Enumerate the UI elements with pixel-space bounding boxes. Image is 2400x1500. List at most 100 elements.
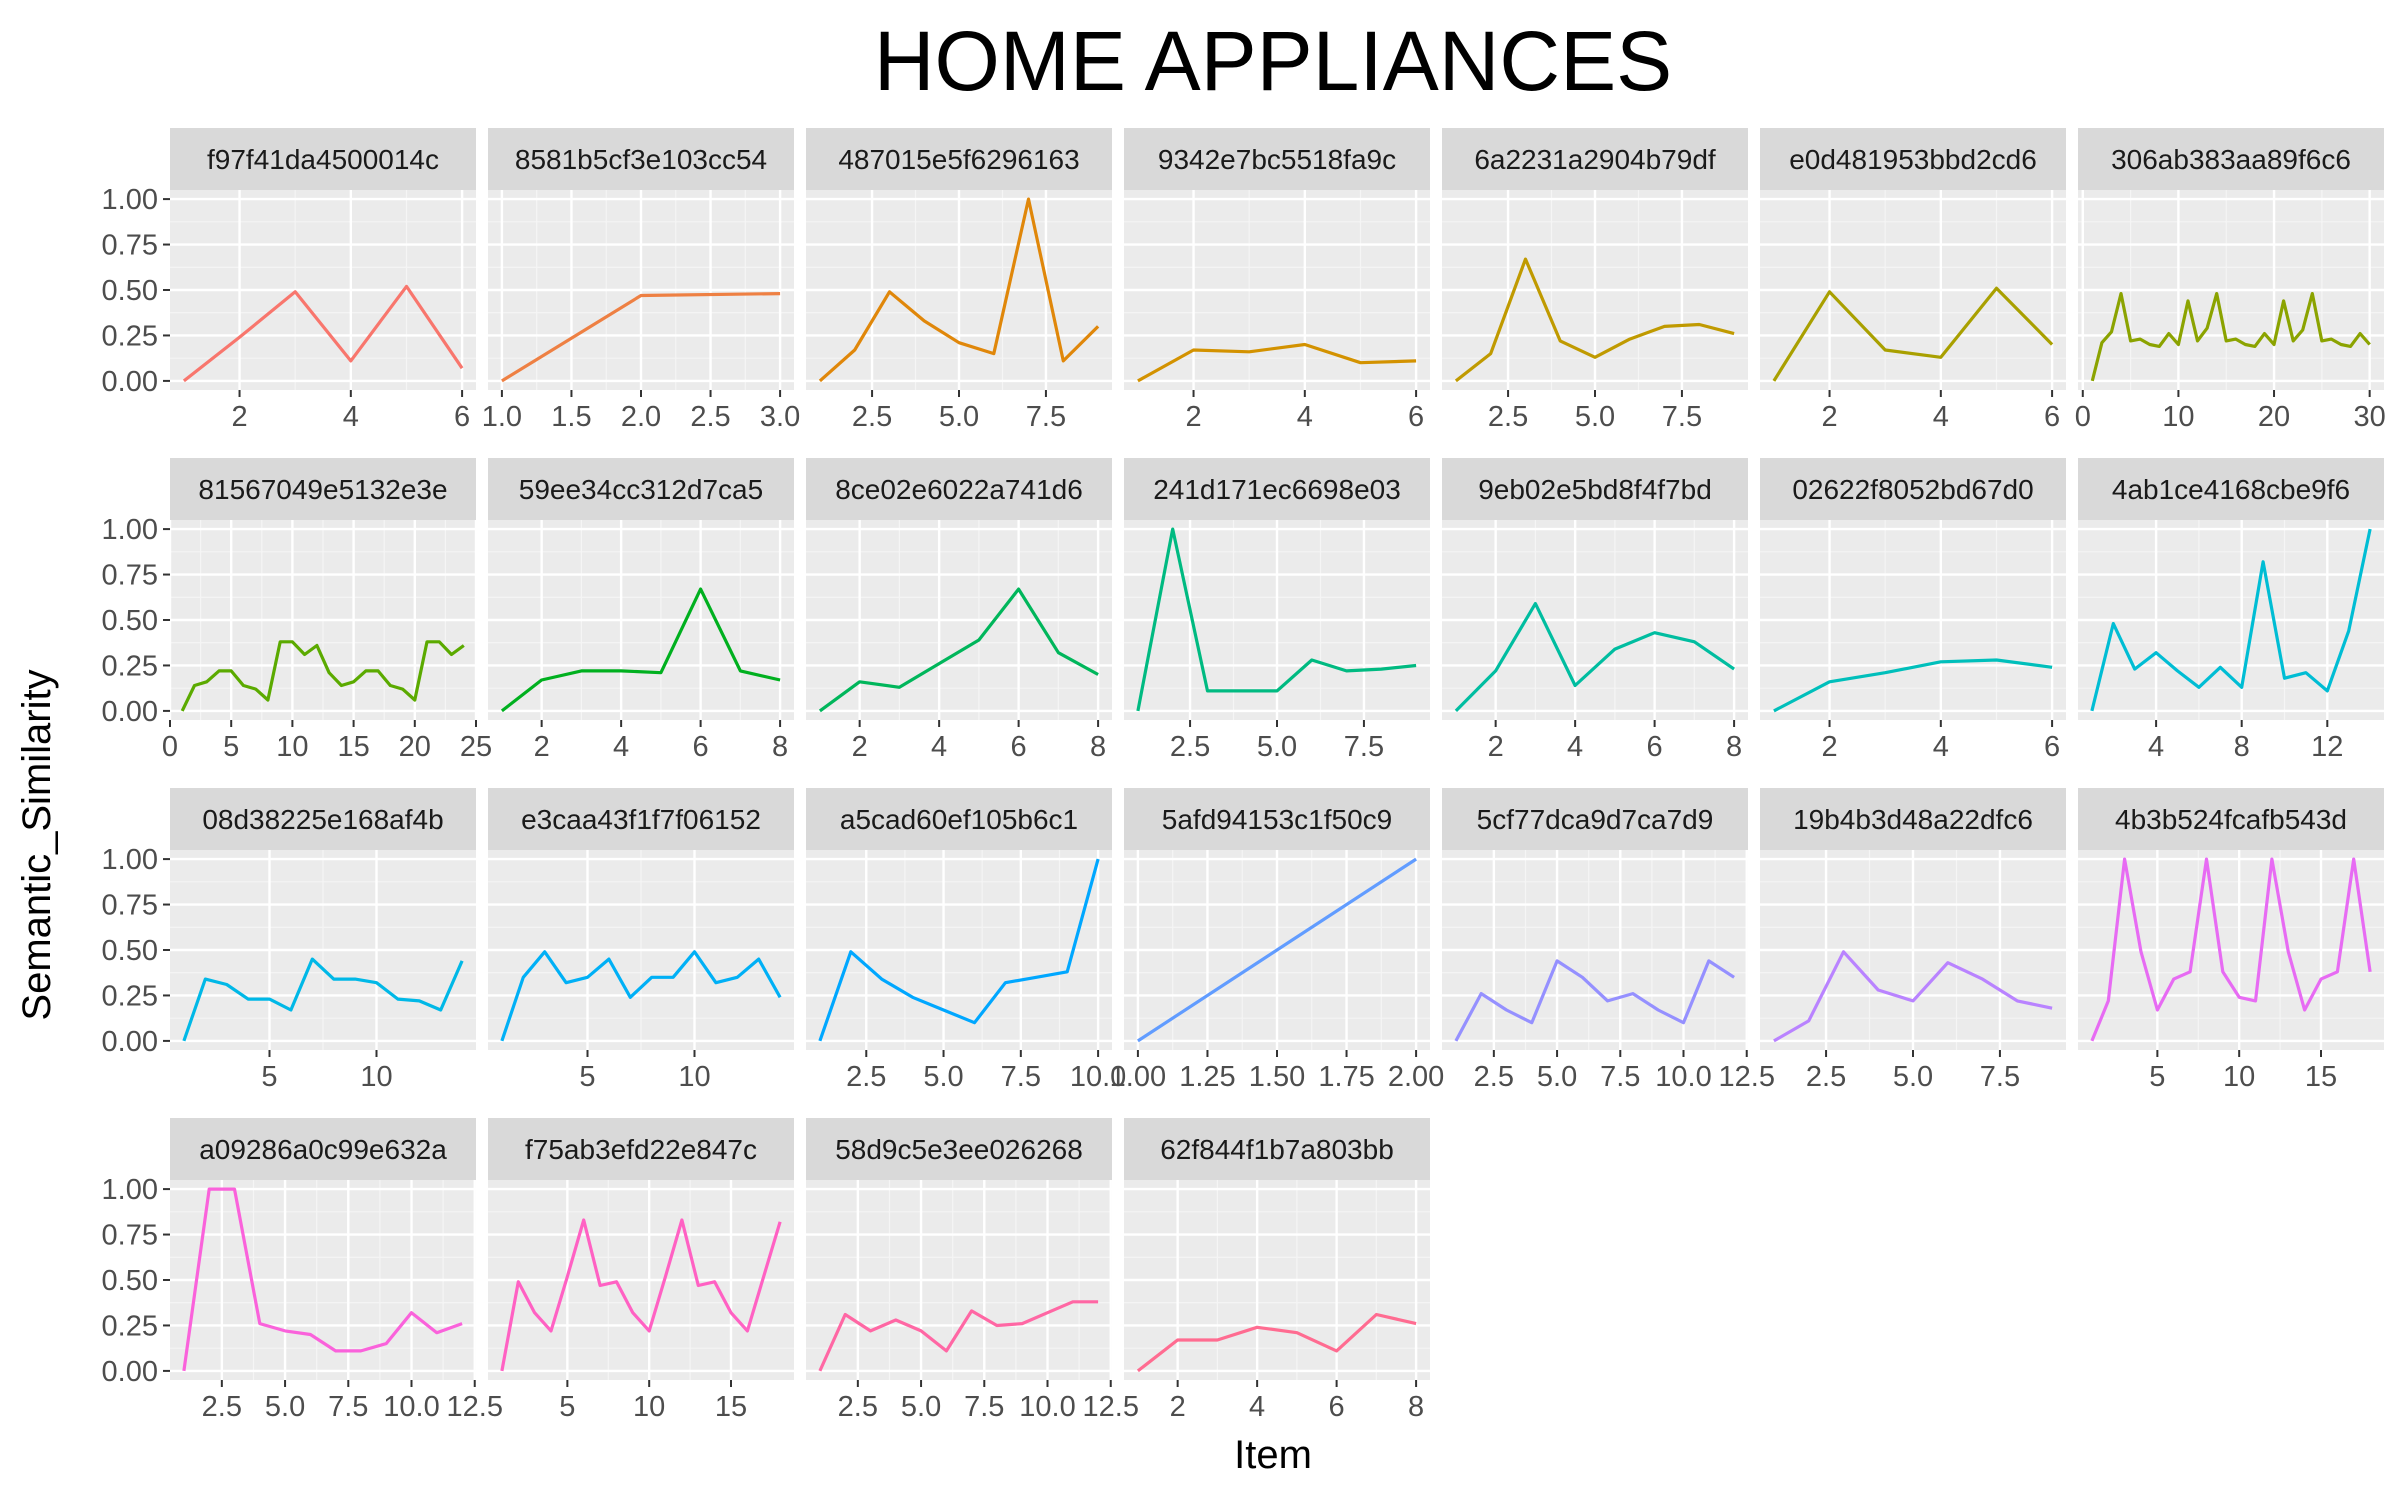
x-tick-label: 4 (343, 401, 359, 433)
x-tick-label: 2 (1488, 731, 1504, 763)
x-tick-label: 6 (2044, 401, 2060, 433)
x-tick-label: 2.5 (1170, 731, 1210, 763)
x-tick-label: 2 (534, 731, 550, 763)
x-tick-label: 2 (1821, 401, 1837, 433)
x-tick-label: 6 (2044, 731, 2060, 763)
facet-panel: 5afd94153c1f50c9 1.00 1.25 1.50 1.75 2.00 (1110, 788, 1444, 1093)
x-tick-label: 30 (2354, 401, 2386, 433)
x-tick-label: 10.0 (1655, 1061, 1711, 1093)
facet-strip-label: 5afd94153c1f50c9 (1162, 804, 1392, 835)
facet-strip-label: 02622f8052bd67d0 (1792, 474, 2033, 505)
x-tick-label: 10 (633, 1391, 665, 1423)
x-tick-label: 8 (1408, 1391, 1424, 1423)
x-tick-label: 10 (2162, 401, 2194, 433)
facet-panel: 487015e5f6296163 2.5 5.0 7.5 (806, 128, 1112, 433)
x-tick-label: 10 (360, 1061, 392, 1093)
series-line (1136, 1312, 1417, 1373)
x-tick-label: 1.00 (1110, 1061, 1166, 1093)
facet-strip-label: 241d171ec6698e03 (1153, 474, 1401, 505)
series-line (1137, 857, 1417, 1043)
facet-strip-label: a09286a0c99e632a (199, 1134, 447, 1165)
x-tick-label: 4 (1297, 401, 1313, 433)
facet-panel: 241d171ec6698e03 2.5 5.0 7.5 (1124, 458, 1430, 763)
facet-panel: 81567049e5132e3e 0 5 10 15 20 25 0.00 0.25 0.50 0.… (102, 458, 492, 763)
x-tick-label: 2 (1185, 401, 1201, 433)
x-tick-label: 10 (678, 1061, 710, 1093)
x-tick-label: 10.0 (1070, 1061, 1126, 1093)
facet-strip (806, 1118, 1112, 1180)
facet-strip-label: 9342e7bc5518fa9c (1158, 144, 1396, 175)
series-line (1772, 286, 2054, 382)
x-tick-label: 15 (337, 731, 369, 763)
x-tick-label: 10.0 (383, 1391, 439, 1423)
facet-panel: 58d9c5e3ee026268 2.5 5.0 7.5 10.0 12.5 (806, 1118, 1139, 1423)
x-tick-label: 6 (1011, 731, 1027, 763)
facet-panel: 19b4b3d48a22dfc6 2.5 5.0 7.5 (1760, 788, 2066, 1093)
x-tick-label: 6 (693, 731, 709, 763)
facet-panel: 59ee34cc312d7ca5 2 4 6 8 (488, 458, 794, 763)
facet-panel: e0d481953bbd2cd6 2 4 6 (1760, 128, 2066, 433)
facet-strip (170, 1118, 476, 1180)
x-tick-label: 1.50 (1249, 1061, 1305, 1093)
y-tick-label: 1.00 (102, 844, 158, 876)
x-tick-label: 2.5 (852, 401, 892, 433)
x-tick-label: 10 (276, 731, 308, 763)
y-tick-label: 0.50 (102, 935, 158, 967)
series-line (500, 587, 781, 713)
x-tick-label: 2.5 (838, 1391, 878, 1423)
x-tick-label: 1.5 (551, 401, 591, 433)
x-tick-label: 5.0 (1575, 401, 1615, 433)
y-tick-label: 0.25 (102, 1310, 158, 1342)
facet-strip (170, 458, 476, 520)
y-tick-label: 0.25 (102, 650, 158, 682)
x-tick-label: 5.0 (923, 1061, 963, 1093)
facet-strip (170, 788, 476, 850)
facet-panel: a09286a0c99e632a 2.5 5.0 7.5 10.0 12.5 0.00 0.2… (102, 1118, 503, 1423)
x-tick-label: 12.5 (1719, 1061, 1775, 1093)
y-tick-label: 0.25 (102, 980, 158, 1012)
x-tick-label: 2.5 (1474, 1061, 1514, 1093)
facet-strip (1124, 128, 1430, 190)
x-tick-label: 7.5 (328, 1391, 368, 1423)
y-tick-label: 0.75 (102, 1220, 158, 1252)
facet-strip (1760, 458, 2066, 520)
facet-panel: 4ab1ce4168cbe9f6 4 8 12 (2078, 458, 2384, 763)
x-tick-label: 5.0 (901, 1391, 941, 1423)
x-tick-label: 8 (1090, 731, 1106, 763)
series-line (1773, 658, 2053, 713)
facet-panel: e3caa43f1f7f06152 5 10 (488, 788, 794, 1093)
series-line (1454, 959, 1735, 1042)
facet-panel: f75ab3efd22e847c 5 10 15 (488, 1118, 794, 1423)
facet-panel: 62f844f1b7a803bb 2 4 6 8 (1124, 1118, 1430, 1423)
facet-strip-label: 62f844f1b7a803bb (1160, 1134, 1394, 1165)
x-tick-label: 2.00 (1388, 1061, 1444, 1093)
facet-panel: 08d38225e168af4b 5 10 0.00 0.25 0.50 0.75 1.00 (102, 788, 476, 1093)
series-line (1454, 601, 1736, 713)
x-tick-label: 2.5 (1488, 401, 1528, 433)
x-tick-label: 12.5 (447, 1391, 503, 1423)
x-tick-label: 12 (2311, 731, 2343, 763)
facet-strip-label: 4ab1ce4168cbe9f6 (2112, 474, 2350, 505)
series-line (1137, 342, 1417, 383)
facet-strip-label: 5cf77dca9d7ca7d9 (1477, 804, 1714, 835)
y-tick-label: 1.00 (102, 1174, 158, 1206)
series-line (2090, 857, 2372, 1042)
series-line (1454, 257, 1735, 383)
facet-strip-label: 8581b5cf3e103cc54 (515, 144, 767, 175)
y-tick-label: 0.50 (102, 605, 158, 637)
y-tick-label: 0.00 (102, 1356, 158, 1388)
y-tick-label: 0.50 (102, 275, 158, 307)
x-tick-label: 20 (2258, 401, 2290, 433)
series-line (1136, 527, 1417, 712)
x-tick-label: 6 (454, 401, 470, 433)
facet-strip-label: 58d9c5e3ee026268 (835, 1134, 1083, 1165)
series-line (818, 197, 1100, 383)
x-tick-label: 12.5 (1083, 1391, 1139, 1423)
x-tick-label: 4 (613, 731, 629, 763)
y-tick-label: 0.25 (102, 320, 158, 352)
x-tick-label: 2.5 (846, 1061, 886, 1093)
x-tick-label: 10 (2223, 1061, 2255, 1093)
facet-strip (2078, 458, 2384, 520)
x-tick-label: 3.0 (760, 401, 800, 433)
